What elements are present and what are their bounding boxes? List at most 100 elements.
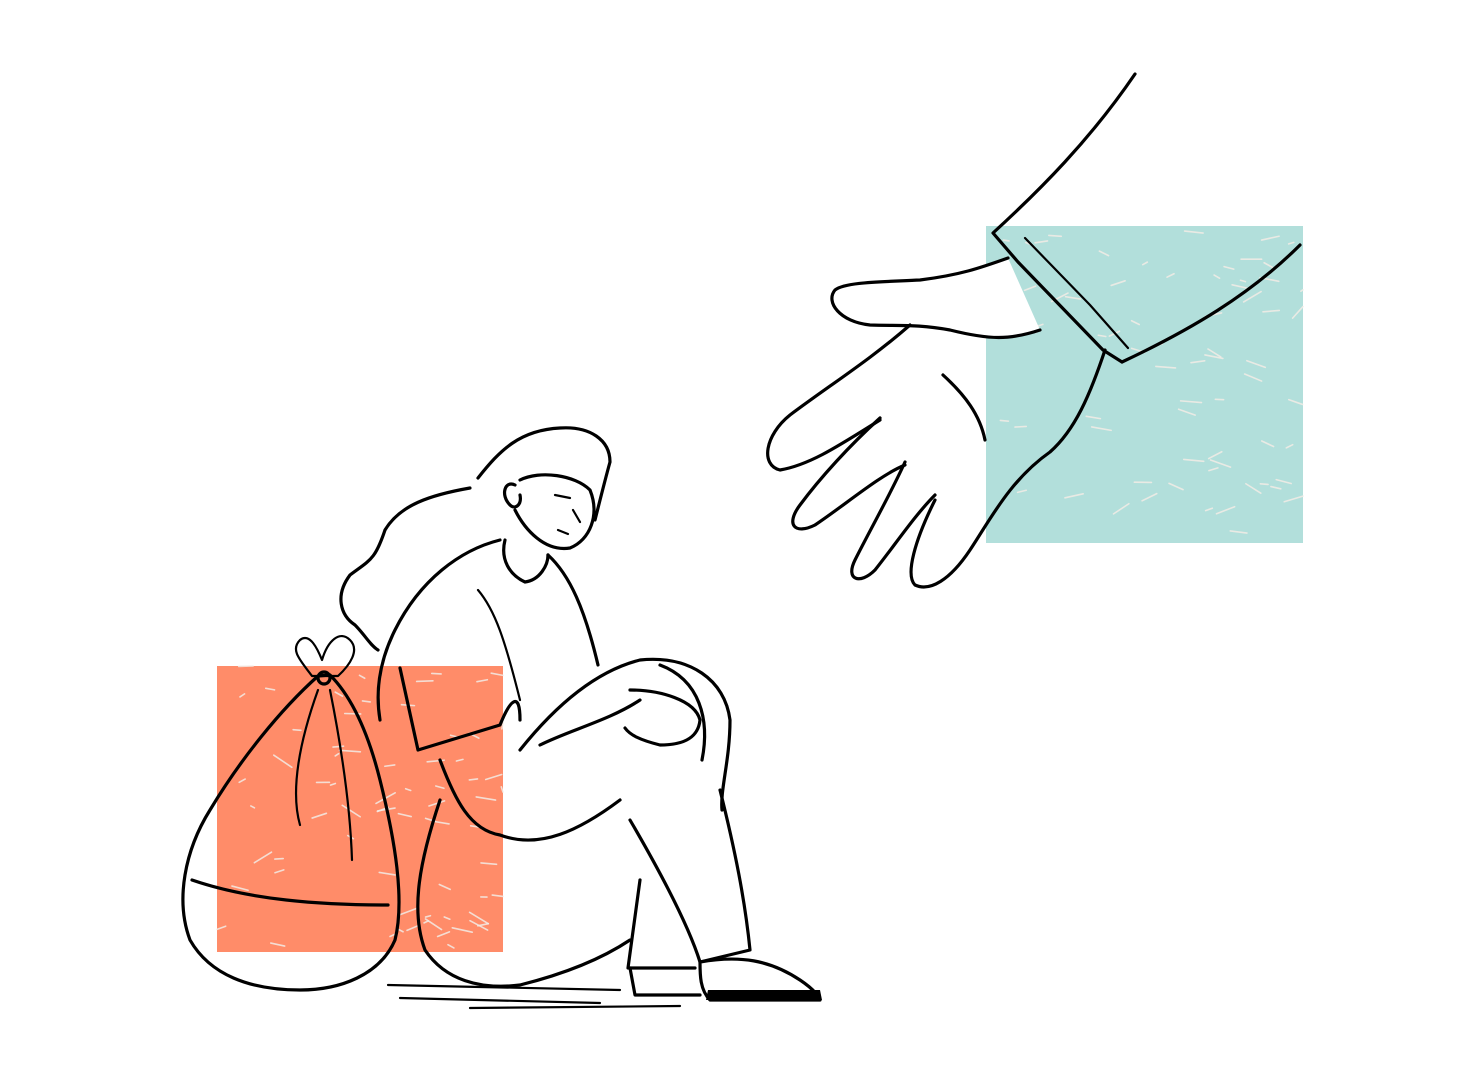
texture-scratch: [1209, 459, 1232, 468]
texture-scratch: [1291, 305, 1304, 319]
texture-scratch: [397, 812, 412, 818]
orange-block: [217, 666, 503, 952]
texture-scratch: [250, 805, 256, 809]
texture-scratch: [253, 851, 273, 864]
texture-scratch: [1239, 279, 1247, 283]
texture-scratch: [239, 693, 246, 698]
texture-scratch: [1260, 235, 1280, 241]
texture-scratch: [1064, 493, 1084, 499]
texture-scratch: [1179, 400, 1203, 404]
texture-scratch: [469, 919, 489, 931]
texture-scratch: [1213, 274, 1221, 280]
texture-scratch: [406, 924, 421, 932]
texture-scratch: [329, 782, 337, 786]
texture-scratch: [341, 804, 361, 818]
texture-scratch: [1112, 502, 1130, 515]
teal-block: [986, 226, 1303, 543]
texture-scratch: [338, 749, 362, 753]
texture-scratch: [1024, 241, 1031, 245]
texture-scratch: [490, 672, 504, 677]
texture-scratch: [1204, 354, 1224, 360]
texture-scratch: [1246, 359, 1267, 369]
texture-scratch: [378, 871, 396, 876]
texture-scratch: [1204, 507, 1214, 512]
texture-scratch: [434, 785, 445, 790]
texture-scratch: [1215, 505, 1236, 515]
texture-scratch: [1155, 365, 1177, 369]
texture-scratch: [332, 745, 345, 748]
texture-scratch: [1287, 398, 1304, 406]
texture-scratch: [1245, 482, 1262, 495]
texture-scratch: [292, 728, 302, 732]
texture-scratch: [436, 931, 451, 938]
helping-hand: [766, 72, 1302, 589]
seated-woman: [339, 426, 822, 1010]
texture-scratch: [1262, 309, 1281, 313]
texture-scratch: [1283, 495, 1304, 503]
texture-scratch: [475, 796, 497, 801]
texture-scratch: [480, 862, 498, 866]
texture-scratch: [1141, 261, 1149, 266]
texture-scratch: [500, 786, 504, 793]
texture-scratch: [270, 942, 286, 947]
texture-scratch: [501, 721, 504, 730]
texture-scratch: [361, 700, 372, 703]
texture-scratch: [1085, 415, 1102, 420]
texture-scratch: [1166, 272, 1175, 278]
texture-scratch: [1023, 285, 1037, 292]
texture-scratch: [404, 787, 412, 792]
texture-scratch: [484, 773, 503, 781]
texture-scratch: [1242, 290, 1262, 303]
texture-scratch: [1002, 239, 1010, 242]
texture-scratch: [424, 918, 443, 931]
texture-scratch: [1141, 492, 1158, 502]
texture-scratch: [432, 820, 450, 825]
texture-scratch: [468, 778, 479, 781]
texture-scratch: [1270, 485, 1282, 490]
texture-scratch: [1097, 334, 1107, 338]
texture-scratch: [447, 943, 455, 949]
texture-scratch: [311, 812, 328, 819]
texture-scratch: [1263, 261, 1274, 269]
texture-scratch: [999, 419, 1010, 422]
texture-scratch: [358, 674, 366, 680]
texture-scratch: [273, 754, 293, 769]
texture-scratch: [397, 907, 418, 917]
texture-scratch: [424, 914, 432, 918]
texture-scratch: [443, 916, 451, 921]
texture-scratch: [1300, 288, 1304, 292]
texture-scratch: [384, 764, 396, 768]
texture-scratch: [1285, 443, 1294, 449]
tied-sack: [181, 635, 401, 992]
texture-scratch: [415, 679, 434, 683]
texture-scratch: [216, 925, 227, 931]
texture-scratch: [1208, 467, 1219, 472]
texture-scratch: [476, 678, 489, 683]
texture-scratch: [1064, 295, 1082, 300]
texture-scratch: [334, 752, 340, 757]
texture-scratch: [1130, 319, 1141, 326]
texture-scratch: [1182, 458, 1205, 463]
texture-scratch: [1259, 483, 1269, 486]
texture-scratch: [231, 885, 249, 892]
texture-scratch: [1034, 240, 1049, 244]
texture-scratch: [398, 928, 404, 933]
texture-scratch: [1207, 450, 1223, 460]
texture-scratch: [491, 894, 504, 898]
texture-scratch: [1261, 440, 1275, 448]
texture-scratch: [1223, 265, 1235, 270]
texture-scratch: [1177, 408, 1196, 416]
texture-scratch: [238, 778, 246, 784]
texture-scratch: [1016, 489, 1028, 494]
texture-scratch: [264, 687, 276, 691]
texture-scratch: [1207, 348, 1222, 358]
texture-scratch: [1168, 482, 1184, 491]
texture-scratch: [451, 927, 474, 934]
texture-scratch: [428, 800, 446, 807]
texture-scratch: [334, 691, 344, 697]
texture-scratch: [1090, 426, 1112, 432]
texture-scratch: [1098, 250, 1110, 257]
texture-scratch: [455, 758, 464, 762]
texture-scratch: [1243, 373, 1263, 382]
